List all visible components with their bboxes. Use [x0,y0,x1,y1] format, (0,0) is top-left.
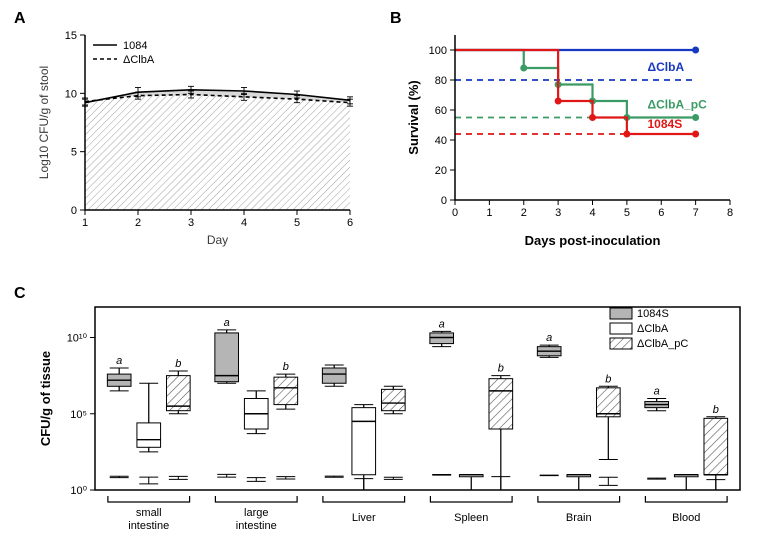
xtick: 1 [486,207,492,219]
legend-label-1084: 1084 [123,40,147,52]
marker-end [692,47,699,54]
y-axis-label: Survival (%) [406,80,421,154]
x-cat-label: Liver [352,512,376,524]
sig-label: a [546,332,552,344]
ytick: 40 [435,135,447,147]
y-axis-label: CFU/g of tissue [38,351,53,446]
x-cat-label: Brain [566,512,592,524]
panel-b: ΔClbA ΔClbA_pC 1084S 0 20 40 60 80 100 0 1 2 3 4 5 6 7 8 D… [400,20,750,260]
ytick: 10⁵ [70,409,87,421]
box [137,423,161,447]
sig-label: a [116,355,122,367]
xtick: 0 [452,207,458,219]
ytick: 60 [435,105,447,117]
x-bracket [430,496,512,502]
box [352,408,376,475]
xtick: 2 [521,207,527,219]
panel-a-label: A [14,10,26,28]
legend-swatch [610,323,632,334]
xtick: 6 [658,207,664,219]
legend-label: 1084S [637,308,669,320]
x-bracket [323,496,405,502]
panel-c: 10⁰ 10⁵ 10¹⁰ CFU/g of tissue 1084S ΔClbA ΔClbA… [30,295,750,550]
xtick: 1 [82,217,88,229]
x-cat-label: intestine [128,520,169,532]
ytick: 100 [429,45,447,57]
xtick: 6 [347,217,353,229]
marker [589,114,596,121]
x-bracket [645,496,727,502]
ytick: 80 [435,75,447,87]
xtick: 8 [727,207,733,219]
xtick: 5 [624,207,630,219]
legend-swatch [610,308,632,319]
x-cat-label: Blood [672,512,700,524]
ytick: 10¹⁰ [67,333,88,345]
series-label-ΔClbA: ΔClbA [648,60,685,74]
box [381,389,405,410]
x-bracket [538,496,620,502]
y-axis-label: Log10 CFU/g of stool [37,66,51,179]
sig-label: a [224,317,230,329]
marker-end [692,114,699,121]
xtick: 4 [241,217,247,229]
box [274,377,298,404]
sig-label: b [283,361,289,373]
ytick: 20 [435,165,447,177]
legend-label: ΔClbA_pC [637,338,688,350]
xtick: 7 [693,207,699,219]
ytick: 0 [71,205,77,217]
xtick: 3 [188,217,194,229]
legend-swatch [610,338,632,349]
x-bracket [108,496,190,502]
chart-c-svg: 10⁰ 10⁵ 10¹⁰ CFU/g of tissue 1084S ΔClbA ΔClbA… [30,295,750,550]
ytick: 10 [65,88,77,100]
xtick: 3 [555,207,561,219]
panel-c-label: C [14,285,26,303]
legend-label: ΔClbA [637,323,669,335]
x-axis-label: Day [207,233,228,247]
ytick: 10⁰ [70,485,87,497]
ytick: 0 [441,195,447,207]
x-bracket [215,496,297,502]
sig-label: a [439,318,445,330]
sig-label: b [605,373,611,385]
marker [555,98,562,105]
marker-end [692,131,699,138]
x-axis-label: Days post-inoculation [525,233,661,248]
xtick: 4 [589,207,595,219]
sig-label: b [498,363,504,375]
xtick: 5 [294,217,300,229]
sig-label: b [175,358,181,370]
sig-label: b [713,404,719,416]
area-dclba [85,95,350,211]
legend-label-dclba: ΔClbA [123,54,155,66]
xtick: 2 [135,217,141,229]
box [430,333,454,344]
ytick: 15 [65,30,77,42]
box [489,379,513,429]
x-cat-label: intestine [236,520,277,532]
sig-label: a [654,386,660,398]
ytick: 5 [71,147,77,159]
x-cat-label: Spleen [454,512,488,524]
x-cat-label: large [244,507,268,519]
x-cat-label: small [136,507,162,519]
box [596,388,620,417]
box [322,368,346,383]
box [215,333,239,382]
chart-a-svg: 0 5 10 15 1 2 3 4 5 6 Day Log10 CFU/g of stool 1084 Δ… [30,20,360,260]
series-label-ΔClbA_pC: ΔClbA_pC [648,98,708,112]
box [704,418,728,474]
series-label-1084S: 1084S [648,117,683,131]
chart-b-svg: ΔClbA ΔClbA_pC 1084S 0 20 40 60 80 100 0 1 2 3 4 5 6 7 8 D… [400,20,750,260]
marker [623,131,630,138]
marker [520,65,527,72]
panel-a: 0 5 10 15 1 2 3 4 5 6 Day Log10 CFU/g of stool 1084 Δ… [30,20,360,260]
